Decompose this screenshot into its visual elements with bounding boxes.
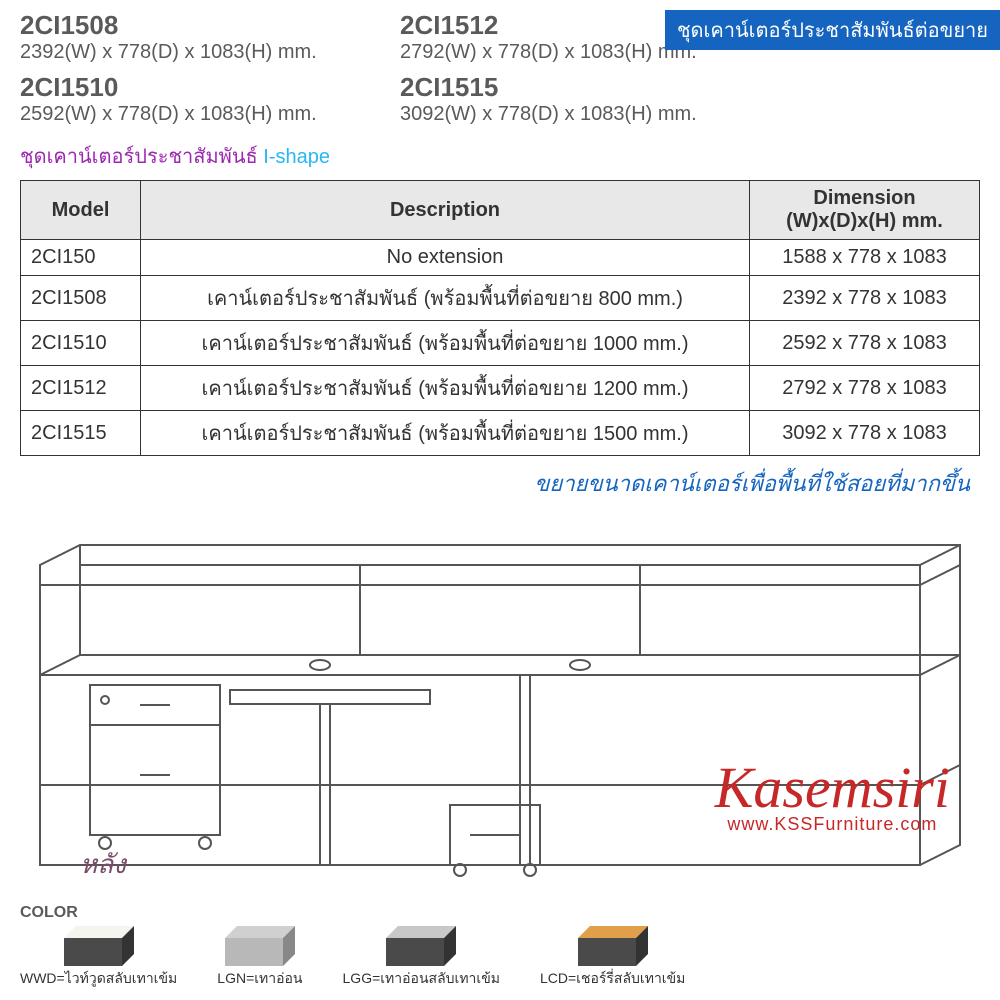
cell-dim: 1588 x 778 x 1083 [750,240,980,276]
swatch-lgn: LGN=เทาอ่อน [217,926,302,990]
subtitle-thai: ชุดเคาน์เตอร์ประชาสัมพันธ์ [20,146,258,168]
subtitle: ชุดเคาน์เตอร์ประชาสัมพันธ์ I-shape [20,140,980,172]
table-row: 2CI1512 เคาน์เตอร์ประชาสัมพันธ์ (พร้อมพื… [21,366,980,411]
watermark-url: www.KSSFurniture.com [715,814,950,835]
swatch-lgg: LGG=เทาอ่อนสลับเทาเข้ม [343,926,500,990]
cell-dim: 3092 x 778 x 1083 [750,411,980,456]
swatch-lcd: LCD=เชอร์รี่สลับเทาเข้ม [540,926,685,990]
product-drawing: หลัง Kasemsiri www.KSSFurniture.com [20,505,980,905]
color-title: COLOR [20,904,980,922]
model-code: 2CI1510 [20,72,400,103]
counter-line-drawing-svg [20,505,980,905]
th-model: Model [21,181,141,240]
table-row: 2CI1508 เคาน์เตอร์ประชาสัมพันธ์ (พร้อมพื… [21,276,980,321]
cell-model: 2CI150 [21,240,141,276]
swatch-icon [386,926,456,966]
cell-model: 2CI1512 [21,366,141,411]
cell-model: 2CI1508 [21,276,141,321]
table-row: 2CI1510 เคาน์เตอร์ประชาสัมพันธ์ (พร้อมพื… [21,321,980,366]
cell-desc: No extension [141,240,750,276]
swatch-wwd: WWD=ไวท์วูดสลับเทาเข้ม [20,926,177,990]
table-header-row: Model Description Dimension(W)x(D)x(H) m… [21,181,980,240]
swatch-row: WWD=ไวท์วูดสลับเทาเข้ม LGN=เทาอ่อน LGG=เ… [20,926,980,990]
model-code: 2CI1515 [400,72,780,103]
cell-dim: 2392 x 778 x 1083 [750,276,980,321]
cell-model: 2CI1515 [21,411,141,456]
swatch-icon [64,926,134,966]
expansion-note: ขยายขนาดเคาน์เตอร์เพื่อพื้นที่ใช้สอยที่ม… [20,466,970,501]
model-code: 2CI1508 [20,10,400,41]
cell-desc: เคาน์เตอร์ประชาสัมพันธ์ (พร้อมพื้นที่ต่อ… [141,276,750,321]
swatch-icon [578,926,648,966]
cell-desc: เคาน์เตอร์ประชาสัมพันธ์ (พร้อมพื้นที่ต่อ… [141,366,750,411]
model-block: 2CI1515 3092(W) x 778(D) x 1083(H) mm. [400,72,780,134]
subtitle-shape: I-shape [263,146,330,168]
cell-desc: เคาน์เตอร์ประชาสัมพันธ์ (พร้อมพื้นที่ต่อ… [141,321,750,366]
model-block: 2CI1508 2392(W) x 778(D) x 1083(H) mm. [20,10,400,72]
th-desc: Description [141,181,750,240]
brand-watermark: Kasemsiri www.KSSFurniture.com [715,762,950,835]
header-models: 2CI1510 2592(W) x 778(D) x 1083(H) mm. 2… [20,72,980,134]
category-badge: ชุดเคาน์เตอร์ประชาสัมพันธ์ต่อขยาย [665,10,1000,50]
table-row: 2CI1515 เคาน์เตอร์ประชาสัมพันธ์ (พร้อมพื… [21,411,980,456]
model-dim: 2392(W) x 778(D) x 1083(H) mm. [20,41,400,64]
swatch-icon [225,926,295,966]
spec-table: Model Description Dimension(W)x(D)x(H) m… [20,180,980,456]
watermark-name: Kasemsiri [715,762,950,814]
th-dim: Dimension(W)x(D)x(H) mm. [750,181,980,240]
swatch-label: LGG=เทาอ่อนสลับเทาเข้ม [343,968,500,990]
model-dim: 3092(W) x 778(D) x 1083(H) mm. [400,103,780,126]
cell-dim: 2792 x 778 x 1083 [750,366,980,411]
back-view-label: หลัง [80,844,126,885]
cell-model: 2CI1510 [21,321,141,366]
swatch-label: LCD=เชอร์รี่สลับเทาเข้ม [540,968,685,990]
model-dim: 2592(W) x 778(D) x 1083(H) mm. [20,103,400,126]
table-row: 2CI150 No extension 1588 x 778 x 1083 [21,240,980,276]
cell-desc: เคาน์เตอร์ประชาสัมพันธ์ (พร้อมพื้นที่ต่อ… [141,411,750,456]
swatch-label: LGN=เทาอ่อน [217,968,302,990]
swatch-label: WWD=ไวท์วูดสลับเทาเข้ม [20,968,177,990]
cell-dim: 2592 x 778 x 1083 [750,321,980,366]
color-section: COLOR WWD=ไวท์วูดสลับเทาเข้ม LGN=เทาอ่อน [20,904,980,990]
header-models: 2CI1508 2392(W) x 778(D) x 1083(H) mm. 2… [20,10,980,72]
model-block: 2CI1510 2592(W) x 778(D) x 1083(H) mm. [20,72,400,134]
